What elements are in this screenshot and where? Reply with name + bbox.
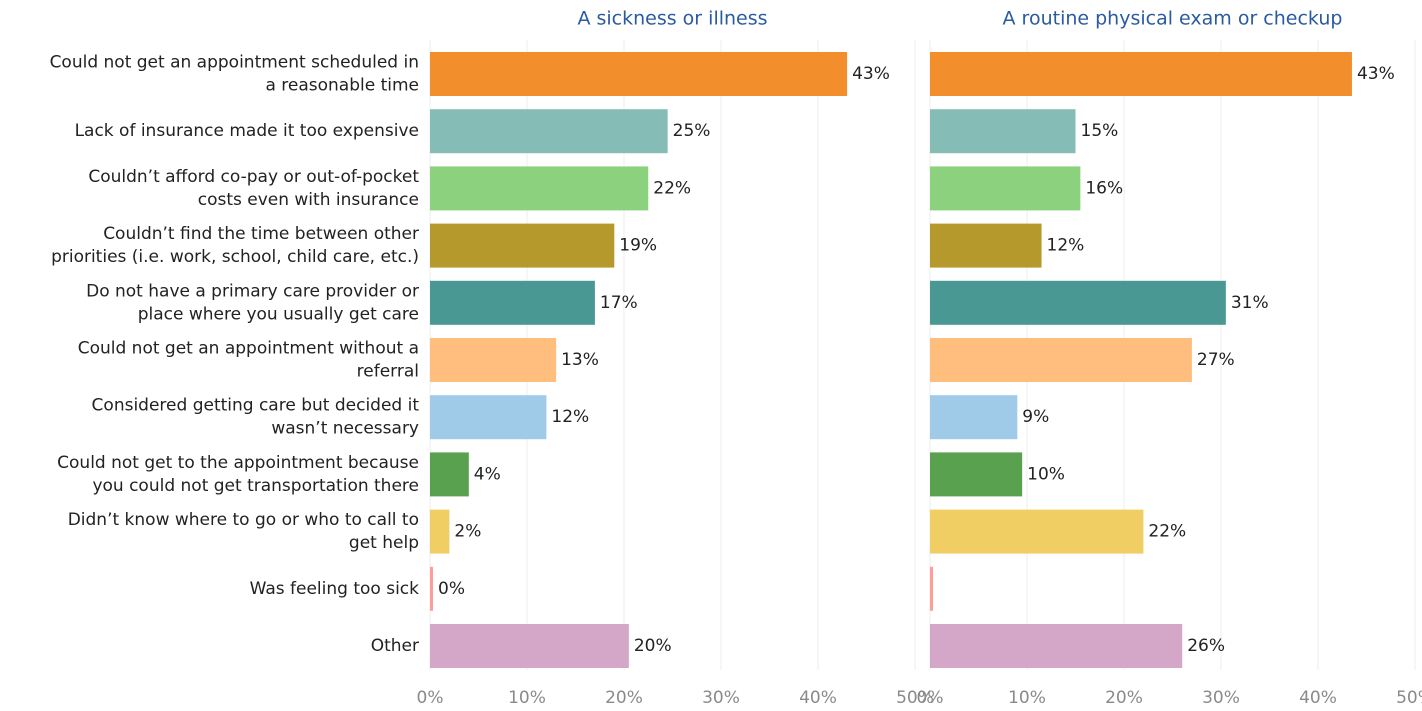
category-label: Could not get to the appointment because… <box>57 453 419 496</box>
data-label: 9% <box>1022 407 1049 427</box>
bar[interactable] <box>430 280 595 325</box>
category-label-line: get help <box>349 533 419 553</box>
x-tick-label: 40% <box>1299 688 1337 708</box>
bar[interactable] <box>430 338 557 382</box>
category-label-line: Considered getting care but decided it <box>92 396 420 416</box>
category-label-line: priorities (i.e. work, school, child car… <box>51 247 419 267</box>
panel-1: A sickness or illness 43% 25% 22% 19% 17% 13% 1… <box>417 8 934 709</box>
category-label-line: Could not get an appointment scheduled i… <box>50 53 419 73</box>
category-label-line: Couldn’t afford co-pay or out-of-pocket <box>88 167 419 187</box>
x-tick-label: 50% <box>896 688 934 708</box>
bar[interactable] <box>430 452 469 497</box>
category-label: Considered getting care but decided it wa… <box>92 396 420 439</box>
panel-title: A sickness or illness <box>577 8 767 30</box>
x-tick-label: 20% <box>605 688 643 708</box>
bar[interactable] <box>930 280 1226 325</box>
data-label: 19% <box>619 236 657 256</box>
bar[interactable] <box>430 395 547 440</box>
data-label: 43% <box>852 64 890 84</box>
x-tick-label: 30% <box>1202 688 1240 708</box>
category-label-line: you could not get transportation there <box>92 476 419 496</box>
data-label: 13% <box>561 350 599 370</box>
data-label: 43% <box>1357 64 1395 84</box>
category-label: Couldn’t find the time between other prio… <box>51 224 419 267</box>
data-label: 10% <box>1027 464 1065 484</box>
x-tick-label: 10% <box>1008 688 1046 708</box>
x-tick-label: 40% <box>799 688 837 708</box>
data-label: 22% <box>653 178 691 198</box>
bar[interactable] <box>930 566 933 611</box>
category-label: Lack of insurance made it too expensive <box>75 121 419 141</box>
x-tick-label: 30% <box>702 688 740 708</box>
bar[interactable] <box>430 223 615 268</box>
bar[interactable] <box>930 338 1192 382</box>
bar[interactable] <box>930 52 1352 96</box>
data-label: 25% <box>673 121 711 141</box>
category-labels: Could not get an appointment scheduled i… <box>50 53 420 657</box>
category-label-line: Could not get to the appointment because <box>57 453 419 473</box>
category-label: Could not get an appointment scheduled i… <box>50 53 419 96</box>
data-label: 26% <box>1187 636 1225 656</box>
bar[interactable] <box>930 109 1076 154</box>
category-label-line: a reasonable time <box>265 76 419 96</box>
category-label: Couldn’t afford co-pay or out-of-pocket c… <box>88 167 419 210</box>
category-label-line: Couldn’t find the time between other <box>103 224 419 244</box>
category-label: Didn’t know where to go or who to call t… <box>68 510 419 553</box>
category-label: Was feeling too sick <box>250 579 420 599</box>
data-label: 27% <box>1197 350 1235 370</box>
data-label: 31% <box>1231 293 1269 313</box>
x-tick-label: 50% <box>1396 688 1422 708</box>
category-label-line: Was feeling too sick <box>250 579 420 599</box>
bar[interactable] <box>930 509 1144 554</box>
bar[interactable] <box>430 509 450 554</box>
bar[interactable] <box>430 566 433 611</box>
panel-2: A routine physical exam or checkup 43% 15%… <box>917 8 1422 709</box>
bar[interactable] <box>430 109 668 154</box>
data-label: 0% <box>438 579 465 599</box>
bar[interactable] <box>430 624 629 668</box>
bar[interactable] <box>430 166 649 211</box>
x-tick-label: 0% <box>417 688 444 708</box>
category-label-line: Other <box>371 636 419 656</box>
x-tick-label: 0% <box>917 688 944 708</box>
data-label: 17% <box>600 293 638 313</box>
data-label: 15% <box>1081 121 1119 141</box>
data-label: 12% <box>1047 236 1085 256</box>
bar[interactable] <box>430 52 848 96</box>
category-label-line: Could not get an appointment without a <box>78 339 419 359</box>
bar[interactable] <box>930 452 1023 497</box>
data-label: 2% <box>454 522 481 542</box>
x-tick-label: 10% <box>508 688 546 708</box>
data-label: 12% <box>551 407 589 427</box>
category-label-line: referral <box>357 362 419 382</box>
category-label-line: Lack of insurance made it too expensive <box>75 121 419 141</box>
category-label-line: place where you usually get care <box>138 304 419 324</box>
category-label: Do not have a primary care provider or pl… <box>86 281 419 324</box>
category-label: Other <box>371 636 419 656</box>
category-label-line: Do not have a primary care provider or <box>86 281 419 301</box>
data-label: 4% <box>474 464 501 484</box>
bar[interactable] <box>930 395 1018 440</box>
data-label: 20% <box>634 636 672 656</box>
bar[interactable] <box>930 223 1042 268</box>
data-label: 16% <box>1085 178 1123 198</box>
x-tick-label: 20% <box>1105 688 1143 708</box>
bar[interactable] <box>930 624 1183 668</box>
category-label: Could not get an appointment without a re… <box>78 339 419 382</box>
data-label: 22% <box>1148 522 1186 542</box>
category-label-line: Didn’t know where to go or who to call t… <box>68 510 419 530</box>
category-label-line: wasn’t necessary <box>271 419 419 439</box>
panel-title: A routine physical exam or checkup <box>1003 8 1343 30</box>
category-label-line: costs even with insurance <box>198 190 419 210</box>
bar[interactable] <box>930 166 1081 211</box>
